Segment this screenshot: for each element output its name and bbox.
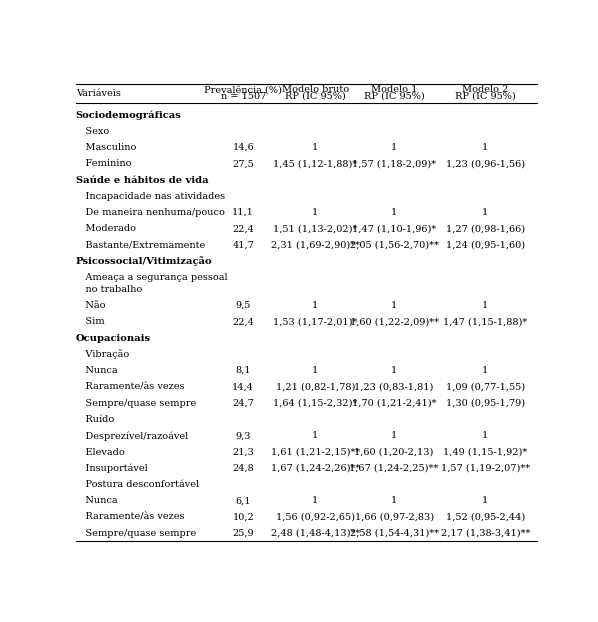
Text: Nunca: Nunca	[76, 366, 117, 375]
Text: 1,57 (1,19-2,07)**: 1,57 (1,19-2,07)**	[441, 464, 530, 473]
Text: 1: 1	[391, 301, 397, 310]
Text: 1: 1	[391, 143, 397, 152]
Text: 1: 1	[482, 301, 489, 310]
Text: 14,6: 14,6	[233, 143, 254, 152]
Text: 2,48 (1,48-4,13)**: 2,48 (1,48-4,13)**	[271, 529, 360, 538]
Text: 1,23 (0,83-1,81): 1,23 (0,83-1,81)	[355, 383, 434, 391]
Text: RP (IC 95%): RP (IC 95%)	[285, 91, 346, 101]
Text: Vibração: Vibração	[76, 350, 129, 360]
Text: 1: 1	[482, 143, 489, 152]
Text: 1,47 (1,10-1,96)*: 1,47 (1,10-1,96)*	[352, 225, 436, 233]
Text: 1,60 (1,22-2,09)**: 1,60 (1,22-2,09)**	[350, 317, 438, 327]
Text: 1,49 (1,15-1,92)*: 1,49 (1,15-1,92)*	[443, 448, 527, 457]
Text: 1,30 (0,95-1,79): 1,30 (0,95-1,79)	[446, 399, 525, 407]
Text: 1: 1	[391, 431, 397, 440]
Text: 1,53 (1,17-2,01)*: 1,53 (1,17-2,01)*	[273, 317, 358, 327]
Text: 2,17 (1,38-3,41)**: 2,17 (1,38-3,41)**	[441, 529, 530, 538]
Text: 1: 1	[391, 366, 397, 375]
Text: Modelo bruto: Modelo bruto	[282, 85, 349, 95]
Text: Moderado: Moderado	[76, 225, 136, 233]
Text: Ocupacionais: Ocupacionais	[76, 333, 151, 343]
Text: 10,2: 10,2	[233, 513, 254, 522]
Text: 41,7: 41,7	[232, 241, 254, 249]
Text: 1: 1	[482, 496, 489, 506]
Text: Sexo: Sexo	[76, 127, 109, 136]
Text: 1,23 (0,96-1,56): 1,23 (0,96-1,56)	[446, 159, 525, 168]
Text: 1,47 (1,15-1,88)*: 1,47 (1,15-1,88)*	[443, 317, 527, 327]
Text: Postura desconfortável: Postura desconfortável	[76, 480, 199, 489]
Text: 1: 1	[312, 208, 318, 217]
Text: 22,4: 22,4	[232, 225, 254, 233]
Text: 27,5: 27,5	[233, 159, 254, 168]
Text: 1,61 (1,21-2,15)**: 1,61 (1,21-2,15)**	[271, 448, 360, 457]
Text: Modelo 2: Modelo 2	[462, 85, 508, 95]
Text: Nunca: Nunca	[76, 496, 117, 506]
Text: 6,1: 6,1	[236, 496, 251, 506]
Text: 24,8: 24,8	[233, 464, 254, 473]
Text: De maneira nenhuma/pouco: De maneira nenhuma/pouco	[76, 208, 225, 217]
Text: 1,52 (0,95-2,44): 1,52 (0,95-2,44)	[446, 513, 525, 522]
Text: Raramente/às vezes: Raramente/às vezes	[76, 383, 184, 391]
Text: 21,3: 21,3	[232, 448, 254, 457]
Text: Feminino: Feminino	[76, 159, 131, 168]
Text: 11,1: 11,1	[232, 208, 254, 217]
Text: 1,57 (1,18-2,09)*: 1,57 (1,18-2,09)*	[352, 159, 436, 168]
Text: 8,1: 8,1	[236, 366, 251, 375]
Text: 1,45 (1,12-1,88)*: 1,45 (1,12-1,88)*	[273, 159, 358, 168]
Text: 1,70 (1,21-2,41)*: 1,70 (1,21-2,41)*	[352, 399, 437, 407]
Text: 1: 1	[312, 143, 318, 152]
Text: 1,66 (0,97-2,83): 1,66 (0,97-2,83)	[355, 513, 434, 522]
Text: 2,05 (1,56-2,70)**: 2,05 (1,56-2,70)**	[350, 241, 438, 249]
Text: 1: 1	[482, 366, 489, 375]
Text: Sempre/quase sempre: Sempre/quase sempre	[76, 529, 196, 538]
Text: 1,09 (0,77-1,55): 1,09 (0,77-1,55)	[446, 383, 525, 391]
Text: Psicossocial/Vitimização: Psicossocial/Vitimização	[76, 256, 212, 266]
Text: 14,4: 14,4	[232, 383, 254, 391]
Text: 1,67 (1,24-2,25)**: 1,67 (1,24-2,25)**	[349, 464, 439, 473]
Text: 1,56 (0,92-2,65): 1,56 (0,92-2,65)	[276, 513, 355, 522]
Text: 1,51 (1,13-2,02)*: 1,51 (1,13-2,02)*	[273, 225, 358, 233]
Text: n = 1507: n = 1507	[221, 91, 266, 101]
Text: Prevalência (%): Prevalência (%)	[205, 85, 282, 95]
Text: 24,7: 24,7	[232, 399, 254, 407]
Text: 1,21 (0,82-1,78): 1,21 (0,82-1,78)	[276, 383, 355, 391]
Text: Masculino: Masculino	[76, 143, 136, 152]
Text: Ameaça a segurança pessoal
   no trabalho: Ameaça a segurança pessoal no trabalho	[76, 273, 227, 294]
Text: RP (IC 95%): RP (IC 95%)	[364, 91, 425, 101]
Text: Elevado: Elevado	[76, 448, 124, 457]
Text: Variáveis: Variáveis	[76, 88, 121, 98]
Text: Insuportável: Insuportável	[76, 463, 148, 473]
Text: Raramente/às vezes: Raramente/às vezes	[76, 513, 184, 522]
Text: Sim: Sim	[76, 317, 104, 327]
Text: 1: 1	[482, 208, 489, 217]
Text: Modelo 1: Modelo 1	[371, 85, 417, 95]
Text: 1,27 (0,98-1,66): 1,27 (0,98-1,66)	[446, 225, 525, 233]
Text: Bastante/Extremamente: Bastante/Extremamente	[76, 241, 205, 249]
Text: 25,9: 25,9	[233, 529, 254, 538]
Text: 1: 1	[482, 431, 489, 440]
Text: 2,31 (1,69-2,90)**: 2,31 (1,69-2,90)**	[271, 241, 360, 249]
Text: 1: 1	[312, 431, 318, 440]
Text: 9,3: 9,3	[236, 431, 251, 440]
Text: Sempre/quase sempre: Sempre/quase sempre	[76, 399, 196, 407]
Text: RP (IC 95%): RP (IC 95%)	[455, 91, 515, 101]
Text: 1,64 (1,15-2,32)*: 1,64 (1,15-2,32)*	[273, 399, 358, 407]
Text: 1,67 (1,24-2,26)**: 1,67 (1,24-2,26)**	[271, 464, 360, 473]
Text: 1,60 (1,20-2,13): 1,60 (1,20-2,13)	[355, 448, 434, 457]
Text: Desprezível/razoável: Desprezível/razoável	[76, 431, 188, 440]
Text: Ruído: Ruído	[76, 415, 114, 424]
Text: Não: Não	[76, 301, 105, 310]
Text: 1,24 (0,95-1,60): 1,24 (0,95-1,60)	[446, 241, 525, 249]
Text: 9,5: 9,5	[236, 301, 251, 310]
Text: 22,4: 22,4	[232, 317, 254, 327]
Text: 1: 1	[312, 366, 318, 375]
Text: 1: 1	[391, 496, 397, 506]
Text: Sociodemográficas: Sociodemográficas	[76, 110, 182, 119]
Text: Saúde e hábitos de vida: Saúde e hábitos de vida	[76, 175, 208, 185]
Text: 1: 1	[391, 208, 397, 217]
Text: Incapacidade nas atividades: Incapacidade nas atividades	[76, 192, 225, 201]
Text: 2,58 (1,54-4,31)**: 2,58 (1,54-4,31)**	[349, 529, 438, 538]
Text: 1: 1	[312, 301, 318, 310]
Text: 1: 1	[312, 496, 318, 506]
